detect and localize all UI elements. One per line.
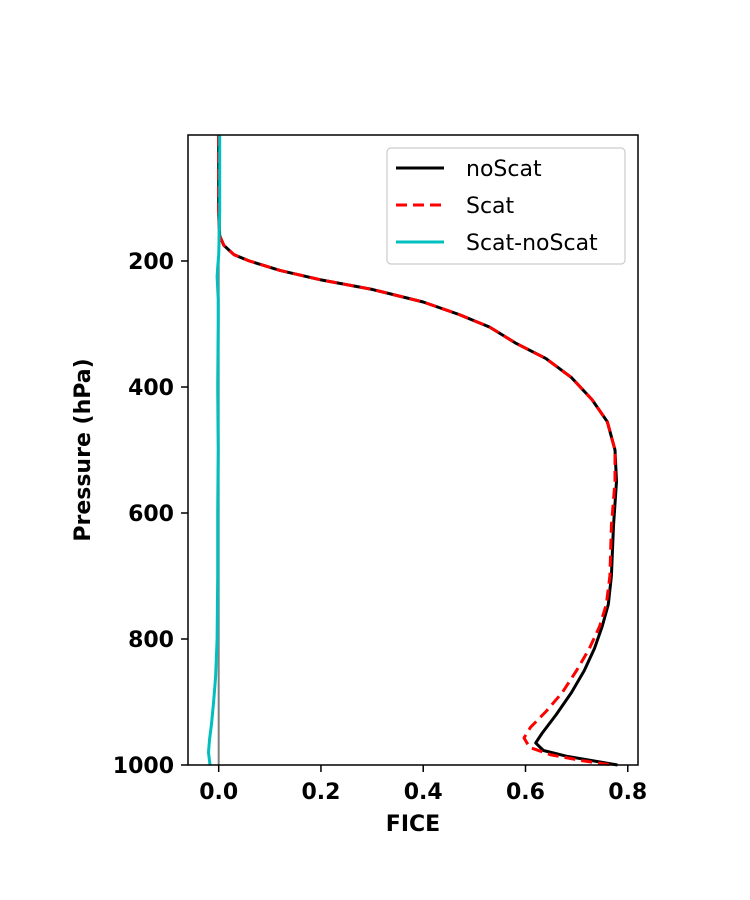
legend-label: Scat bbox=[466, 194, 515, 219]
legend-box bbox=[386, 147, 626, 265]
plot-frame bbox=[187, 134, 639, 766]
y-tick-label: 1000 bbox=[113, 754, 174, 779]
series-line-scat bbox=[217, 135, 617, 767]
legend: noScat Scat Scat-noScat bbox=[386, 147, 626, 265]
x-tick-label: 0.8 bbox=[608, 780, 647, 805]
x-tick-label: 0.0 bbox=[199, 780, 238, 805]
y-tick-label: 200 bbox=[128, 250, 174, 275]
series-layer bbox=[207, 135, 618, 767]
x-axis-label: FICE bbox=[386, 812, 440, 837]
y-axis-label: Pressure (hPa) bbox=[71, 358, 96, 541]
series-line-scat-noscat bbox=[207, 135, 222, 766]
y-tick-label: 400 bbox=[128, 376, 174, 401]
legend-label: Scat-noScat bbox=[466, 231, 598, 256]
legend-label: noScat bbox=[466, 157, 542, 182]
x-axis-ticks: 0.0 0.2 0.4 0.6 0.8 bbox=[199, 765, 647, 805]
x-tick-label: 0.2 bbox=[301, 780, 340, 805]
y-axis-ticks: 200 400 600 800 1000 bbox=[113, 250, 188, 779]
x-tick-label: 0.6 bbox=[506, 780, 545, 805]
x-tick-label: 0.4 bbox=[404, 780, 443, 805]
y-tick-label: 800 bbox=[128, 628, 174, 653]
y-tick-label: 600 bbox=[128, 502, 174, 527]
